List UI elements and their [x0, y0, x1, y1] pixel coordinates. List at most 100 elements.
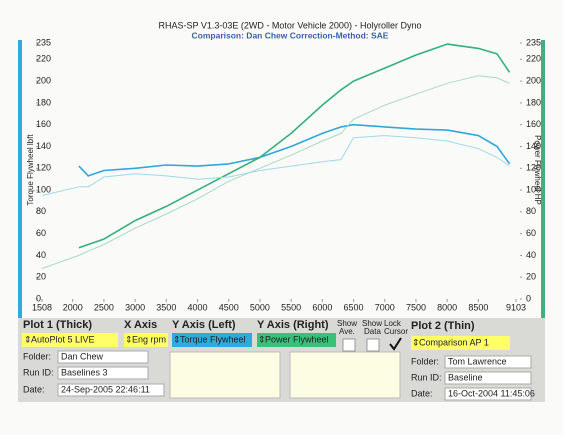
field-label: Run ID:: [23, 367, 54, 377]
field: [444, 371, 532, 385]
x-tick-label: 4000: [188, 302, 208, 312]
x-tick-label: 6000: [312, 302, 332, 312]
heading: Y Axis (Right): [257, 319, 329, 331]
y-tick-label: 20: [36, 272, 46, 282]
dropdown[interactable]: [257, 333, 336, 347]
heading: X Axis: [124, 319, 157, 331]
field-label: Date:: [23, 384, 45, 394]
option-label: Lock: [384, 319, 402, 328]
y2-axis-label: Power Flywheel HP: [533, 135, 542, 205]
field: [57, 383, 165, 397]
info-box: [169, 351, 281, 399]
chart-title: RHAS-SP V1.3-03E (2WD - Motor Vehicle 20…: [159, 20, 422, 30]
y2-tick-label: 100: [526, 184, 541, 194]
dropdown-value: AutoPlot 5 LIVE: [31, 334, 95, 344]
checkmark[interactable]: [389, 337, 402, 351]
series-line: [41, 75, 510, 269]
y2-tick-label: 20: [526, 272, 536, 282]
field-label: Folder:: [411, 356, 439, 366]
option-label: Show: [362, 319, 382, 328]
series-line: [41, 135, 510, 196]
chart-subtitle: Comparison: Dan Chew Correction-Method: …: [192, 30, 389, 40]
series-line: [78, 43, 511, 249]
y-tick-label: 120: [36, 163, 51, 173]
field-value: 16-Oct-2004 11:45:06: [448, 388, 535, 398]
checkbox[interactable]: [342, 338, 356, 352]
x-tick-label: 6500: [344, 302, 364, 312]
option-label: Show: [337, 319, 357, 328]
y2-tick-label: 120: [526, 163, 541, 173]
field-value: Baseline: [448, 372, 483, 382]
x-tick-label: 2500: [94, 302, 114, 312]
heading: Plot 1 (Thick): [23, 319, 92, 331]
y2-tick-label: 60: [526, 228, 536, 238]
y-tick-label: 140: [36, 141, 51, 151]
y-tick-label: 60: [36, 228, 46, 238]
x-tick-label: 5000: [250, 302, 270, 312]
dropdown-value: ⇕: [412, 337, 420, 347]
heading: Plot 2 (Thin): [411, 320, 475, 332]
field-value: Dan Chew: [61, 351, 104, 361]
x-tick-label: 9103: [506, 302, 526, 312]
y-tick-label: 40: [36, 250, 46, 260]
field-label: Folder:: [23, 351, 51, 361]
field-value: 24-Sep-2005 22:46:11: [61, 384, 150, 394]
option-label: Ave.: [339, 327, 355, 336]
y-tick-label: 160: [36, 119, 51, 129]
y-tick-label: 0: [36, 293, 41, 303]
dropdown[interactable]: [411, 336, 510, 350]
series-line: [78, 123, 511, 177]
y2-tick-label: 140: [526, 141, 541, 151]
dropdown[interactable]: [124, 333, 168, 347]
y2-tick-label: 80: [526, 206, 536, 216]
y2-tick-label: 160: [526, 119, 541, 129]
y-tick-label: 200: [36, 76, 51, 86]
dropdown-value: ⇕: [125, 334, 133, 344]
field: [57, 350, 149, 364]
dropdown-value: ⇕: [258, 334, 266, 344]
y2-tick-label: 200: [526, 76, 541, 86]
y-tick-label: 220: [36, 54, 51, 64]
dropdown-value: ⇕: [24, 334, 32, 344]
y2-tick-label: 0: [526, 293, 531, 303]
y-tick-label: 100: [36, 184, 51, 194]
field: [57, 366, 149, 380]
dropdown-value: Torque Flywheel: [180, 334, 246, 344]
right-axis-bar: [541, 40, 545, 318]
y-tick-label: 180: [36, 97, 51, 107]
field-label: Date:: [411, 388, 433, 398]
y2-tick-label: 235: [526, 37, 541, 47]
y2-tick-label: 220: [526, 54, 541, 64]
field: [444, 387, 532, 401]
field-value: Baselines 3: [61, 367, 108, 377]
heading: Y Axis (Left): [172, 319, 236, 331]
dropdown-value: ⇕: [173, 334, 181, 344]
field-label: Run ID:: [411, 372, 442, 382]
dropdown[interactable]: [22, 333, 118, 347]
y-axis-label: Torque Flywheel lbft: [26, 134, 35, 206]
dropdown[interactable]: [172, 333, 252, 347]
field: [444, 355, 532, 369]
left-axis-bar: [18, 40, 22, 318]
dropdown-value: Eng rpm: [132, 334, 166, 344]
x-tick-label: 8500: [468, 302, 488, 312]
x-tick-label: 7500: [406, 302, 426, 312]
x-tick-label: 8000: [437, 302, 457, 312]
x-tick-label: 3500: [156, 302, 176, 312]
y2-tick-label: 40: [526, 250, 536, 260]
option-label: Data: [364, 327, 381, 336]
y2-tick-label: 180: [526, 97, 541, 107]
option-label: Cursor: [384, 327, 408, 336]
dropdown-value: Comparison AP 1: [419, 337, 489, 347]
x-tick-label: 2000: [63, 302, 83, 312]
y-tick-label: 235: [36, 37, 51, 47]
x-tick-label: 7000: [375, 302, 395, 312]
x-tick-label: 5500: [281, 302, 301, 312]
y-tick-label: 80: [36, 206, 46, 216]
x-tick-label: 4500: [219, 302, 239, 312]
checkbox[interactable]: [366, 338, 380, 352]
info-box: [289, 351, 401, 399]
field-value: Tom Lawrence: [448, 356, 507, 366]
x-tick-label: 1508: [32, 302, 52, 312]
